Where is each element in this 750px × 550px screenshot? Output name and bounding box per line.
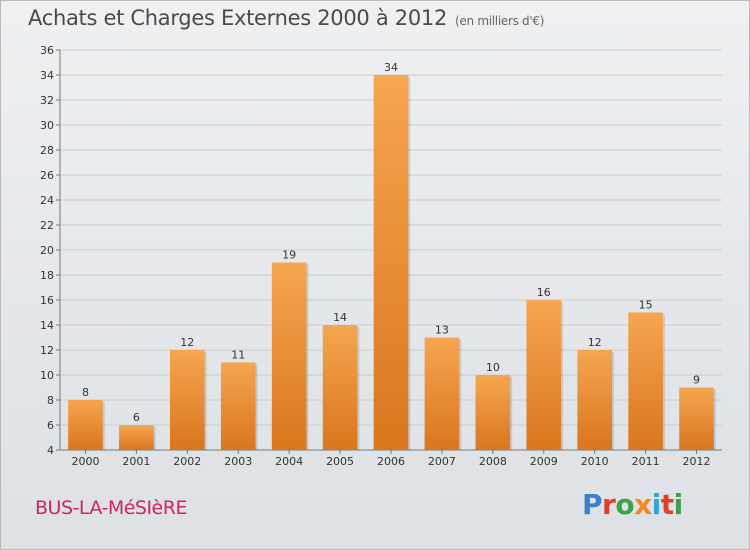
axes: 4 6 8 10 12 14 16 18 20 22 24 26 28 30 32 34 36 2000 2001 2… [40,44,722,468]
bar-value-label: 13 [435,324,449,337]
logo-letter: o [615,488,635,521]
y-tick-label: 16 [40,294,54,307]
y-tick-label: 8 [47,394,54,407]
place-name: BUS-LA-MéSIèRE [35,497,187,519]
bar [373,75,409,450]
y-tick-label: 24 [40,194,54,207]
x-tick-label: 2005 [326,455,354,468]
logo-letter: t [660,488,674,521]
x-tick-label: 2006 [377,455,405,468]
y-tick-label: 36 [40,44,54,57]
y-tick-label: 26 [40,169,54,182]
y-tick-label: 12 [40,344,54,357]
logo-letter: x [634,488,652,521]
y-tick-label: 30 [40,119,54,132]
bar [577,350,613,450]
bar-value-label: 19 [282,249,296,262]
bar-value-label: 9 [693,374,700,387]
chart-subtitle: (en milliers d'€) [455,14,545,28]
logo-letter: r [602,488,616,521]
bar [526,300,562,450]
bar [475,375,511,450]
x-tick-label: 2012 [683,455,711,468]
x-tick-label: 2000 [71,455,99,468]
bar [169,350,205,450]
x-tick-label: 2002 [173,455,201,468]
x-tick-label: 2010 [581,455,609,468]
bar-value-label: 10 [486,361,500,374]
x-tick-label: 2008 [479,455,507,468]
bar-value-label: 11 [231,349,245,362]
logo-letter: i [651,488,662,521]
bars: 8 6 12 11 19 14 34 13 10 16 12 15 9 [68,61,716,450]
x-tick-label: 2011 [632,455,660,468]
chart-title: Achats et Charges Externes 2000 à 2012 [28,6,448,30]
y-tick-label: 20 [40,244,54,257]
x-tick-label: 2001 [122,455,150,468]
bar [119,425,154,450]
bar [68,400,103,450]
y-tick-label: 22 [40,219,54,232]
bar-value-label: 12 [588,336,602,349]
bar [220,362,256,450]
x-tick-label: 2003 [224,455,252,468]
logo-letter: i [673,488,684,521]
bar [322,325,358,450]
y-tick-label: 34 [40,69,54,82]
x-tick-label: 2009 [530,455,558,468]
bar-value-label: 34 [384,61,398,74]
y-tick-label: 14 [40,319,54,332]
y-tick-label: 28 [40,144,54,157]
y-tick-label: 18 [40,269,54,282]
y-tick-label: 10 [40,369,54,382]
bar-value-label: 15 [639,299,653,312]
bar-value-label: 8 [82,386,89,399]
bar [424,337,460,450]
bar-value-label: 16 [537,286,551,299]
bar-value-label: 12 [180,336,194,349]
logo-letter: P [582,488,603,521]
chart-title-block: Achats et Charges Externes 2000 à 2012 (e… [28,6,544,30]
y-tick-label: 4 [47,444,54,457]
bar [628,312,663,450]
y-tick-label: 6 [47,419,54,432]
proxiti-logo: Proxiti [582,488,683,521]
x-tick-label: 2007 [428,455,456,468]
bar-value-label: 6 [133,411,140,424]
bar [271,262,307,450]
bar-value-label: 14 [333,311,347,324]
y-tick-label: 32 [40,94,54,107]
x-tick-label: 2004 [275,455,303,468]
bar [679,387,714,450]
